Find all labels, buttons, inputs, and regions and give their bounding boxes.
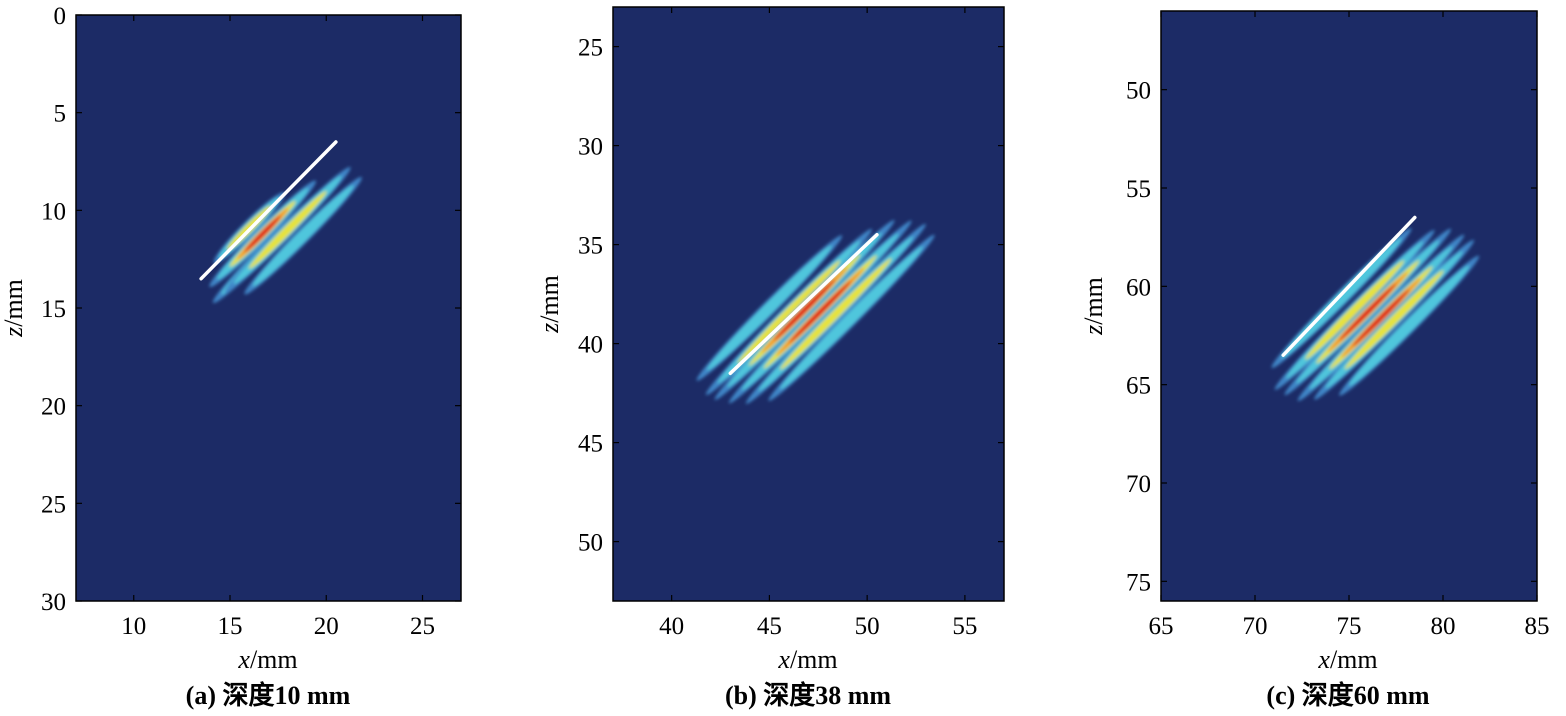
caption-b: (b) 深度38 mm xyxy=(725,680,891,710)
xlabel-a: x/mm xyxy=(237,645,297,674)
heatmap-area-b xyxy=(612,6,1005,602)
y-tick-label: 25 xyxy=(578,35,603,62)
y-tick-label: 15 xyxy=(41,296,66,323)
heatmap-stripe-6 xyxy=(1339,255,1480,396)
xlabel-unit-c: /mm xyxy=(1330,645,1378,674)
panel-c: 65 70 75 80 85 50 55 60 65 70 75 x/mm z/mm (c) 深度6… xyxy=(1079,10,1550,710)
x-tick-label: 75 xyxy=(1337,613,1362,640)
x-tick-label: 40 xyxy=(659,613,684,640)
ticks-c: 65 70 75 80 85 50 55 60 65 70 75 xyxy=(1126,11,1550,640)
y-tick-label: 30 xyxy=(578,134,603,161)
y-tick-label: 40 xyxy=(578,332,603,359)
y-tick-label: 60 xyxy=(1126,274,1151,301)
heatmap-stripes xyxy=(209,167,362,304)
ylabel-b: z/mm xyxy=(535,275,564,334)
y-tick-label: 35 xyxy=(578,233,603,260)
ticks-a: 10 15 20 25 0 5 10 15 20 25 30 xyxy=(41,3,461,640)
panel-a: 10 15 20 25 0 5 10 15 20 25 30 x/mm z/mm (a) 深度10 … xyxy=(0,3,462,710)
xlabel-var-b: x xyxy=(777,645,790,674)
heatmap-stripe-5 xyxy=(244,176,362,295)
x-tick-label: 25 xyxy=(410,613,435,640)
x-tick-label: 45 xyxy=(757,613,782,640)
y-tick-label: 50 xyxy=(578,530,603,557)
xlabel-b: x/mm xyxy=(777,645,837,674)
heatmap-stripe-3 xyxy=(1284,228,1452,396)
y-tick-label: 20 xyxy=(41,394,66,421)
y-tick-label: 45 xyxy=(578,431,603,458)
heatmap-stripe-3 xyxy=(714,219,895,400)
heatmap-background xyxy=(76,15,461,601)
ylabel-var-a: z xyxy=(0,327,28,338)
guide-line xyxy=(1281,215,1417,357)
panel-b: 40 45 50 55 25 30 35 40 45 50 x/mm z/mm (b) 深度38 … xyxy=(535,6,1005,710)
x-tick-label: 70 xyxy=(1243,613,1268,640)
xlabel-var-a: x xyxy=(237,645,250,674)
ylabel-c: z/mm xyxy=(1079,277,1108,336)
ylabel-unit-c: /mm xyxy=(1079,277,1108,325)
heatmap-stripe-5 xyxy=(745,223,926,404)
plot-frame xyxy=(612,6,1005,602)
y-tick-label: 5 xyxy=(54,101,67,128)
xlabel-c: x/mm xyxy=(1317,645,1377,674)
heatmap-stripe-2 xyxy=(209,180,317,288)
heatmap-stripes xyxy=(1271,228,1480,402)
x-tick-label: 65 xyxy=(1149,613,1174,640)
heatmap-area-c xyxy=(1160,10,1538,602)
ylabel-var-b: z xyxy=(535,323,564,334)
x-tick-label: 10 xyxy=(121,613,146,640)
heatmap-stripe-6 xyxy=(768,234,935,401)
y-tick-label: 75 xyxy=(1126,569,1151,596)
ylabel-unit-a: /mm xyxy=(0,279,28,327)
x-tick-label: 80 xyxy=(1431,613,1456,640)
y-tick-label: 0 xyxy=(54,3,67,30)
xlabel-unit-a: /mm xyxy=(250,645,298,674)
heatmap-stripe-2 xyxy=(1274,230,1435,390)
heatmap-stripe-4 xyxy=(728,220,912,404)
x-tick-label: 50 xyxy=(855,613,880,640)
ylabel-var-c: z xyxy=(1079,325,1108,336)
x-tick-label: 15 xyxy=(218,613,243,640)
xlabel-unit-b: /mm xyxy=(790,645,838,674)
heatmap-stripe-4 xyxy=(224,167,351,293)
xlabel-var-c: x xyxy=(1317,645,1330,674)
caption-a: (a) 深度10 mm xyxy=(186,680,351,710)
y-tick-label: 65 xyxy=(1126,373,1151,400)
guide-line xyxy=(728,232,879,376)
guide-line xyxy=(199,140,338,281)
y-tick-label: 70 xyxy=(1126,471,1151,498)
y-tick-label: 55 xyxy=(1126,176,1151,203)
heatmap-stripe-5 xyxy=(1314,239,1475,400)
y-tick-label: 30 xyxy=(41,589,66,616)
ylabel-a: z/mm xyxy=(0,279,28,338)
heatmap-stripe-2 xyxy=(705,228,873,396)
y-tick-label: 25 xyxy=(41,491,66,518)
heatmap-stripe-4 xyxy=(1297,234,1465,402)
heatmap-stripe-1 xyxy=(696,235,843,381)
x-tick-label: 55 xyxy=(952,613,977,640)
ylabel-unit-b: /mm xyxy=(535,275,564,323)
y-tick-label: 10 xyxy=(41,198,66,225)
ticks-b: 40 45 50 55 25 30 35 40 45 50 xyxy=(578,7,1004,640)
y-tick-label: 50 xyxy=(1126,78,1151,105)
x-tick-label: 20 xyxy=(314,613,339,640)
caption-c: (c) 深度60 mm xyxy=(1266,680,1430,710)
x-tick-label: 85 xyxy=(1525,613,1550,640)
heatmap-area-a xyxy=(75,14,462,602)
heatmap-stripes xyxy=(696,219,935,404)
